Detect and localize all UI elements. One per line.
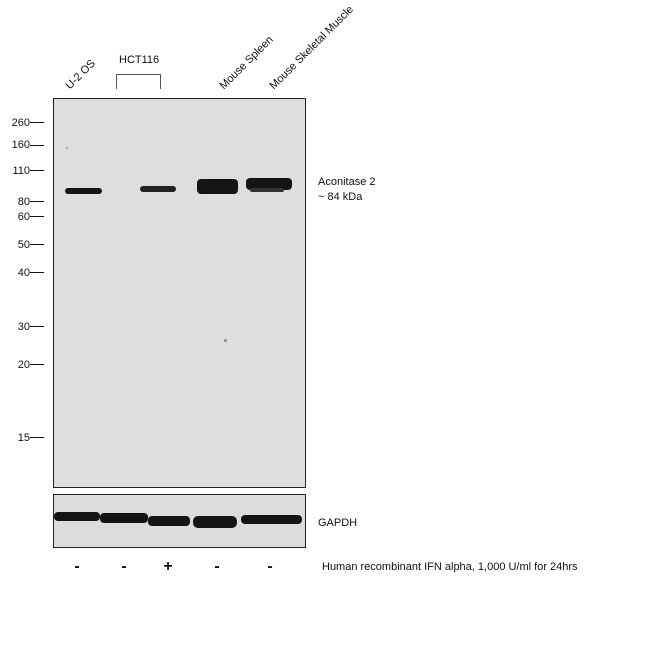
mw-tick (30, 122, 44, 123)
treatment-lane-2: - (121, 558, 127, 575)
treatment-lane-4: - (214, 558, 220, 575)
mw-marker-40: 40 (17, 267, 30, 279)
target-name: Aconitase 2 (318, 176, 376, 188)
mw-marker-80: 80 (17, 196, 30, 208)
gapdh-band-lane-1 (54, 512, 100, 521)
mw-marker-110: 110 (12, 165, 30, 177)
band-lane-4 (197, 179, 238, 194)
lane-label-u2os: U-2 OS (63, 57, 98, 92)
mw-tick (30, 364, 44, 365)
mw-tick (30, 145, 44, 146)
band-lane-3 (140, 186, 176, 192)
treatment-lane-5: - (267, 558, 273, 575)
mw-marker-260: 260 (11, 117, 30, 129)
mw-tick (30, 201, 44, 202)
treatment-lane-3: + (163, 558, 173, 575)
mw-marker-60: 60 (17, 211, 30, 223)
band-lane-5-lower (250, 188, 284, 192)
mw-marker-20: 20 (17, 359, 30, 371)
mw-tick (30, 326, 44, 327)
blot-speck (224, 339, 227, 342)
mw-marker-30: 30 (17, 321, 30, 333)
blot-panel-aconitase (53, 98, 306, 488)
mw-marker-160: 160 (11, 139, 30, 151)
treatment-lane-1: - (74, 558, 80, 575)
blot-speck (66, 147, 68, 149)
group-bracket (116, 74, 161, 89)
mw-tick (30, 244, 44, 245)
mw-tick (30, 272, 44, 273)
gapdh-band-lane-2 (100, 513, 148, 523)
lane-label-mouse-skeletal-muscle: Mouse Skeletal Muscle (267, 3, 356, 93)
gapdh-band-lane-4 (193, 516, 237, 528)
treatment-label: Human recombinant IFN alpha, 1,000 U/ml … (322, 561, 578, 573)
mw-tick (30, 437, 44, 438)
mw-marker-15: 15 (17, 432, 30, 444)
gapdh-band-lane-3 (148, 516, 190, 526)
mw-marker-50: 50 (17, 239, 30, 251)
blot-panel-gapdh (53, 494, 306, 548)
gapdh-band-lane-5 (241, 515, 302, 524)
group-label-hct116: HCT116 (119, 54, 160, 66)
loading-control-label: GAPDH (318, 517, 358, 529)
target-size: ~ 84 kDa (318, 191, 363, 203)
band-lane-5 (246, 178, 292, 190)
mw-tick (30, 170, 44, 171)
mw-tick (30, 216, 44, 217)
band-lane-1 (65, 188, 102, 194)
